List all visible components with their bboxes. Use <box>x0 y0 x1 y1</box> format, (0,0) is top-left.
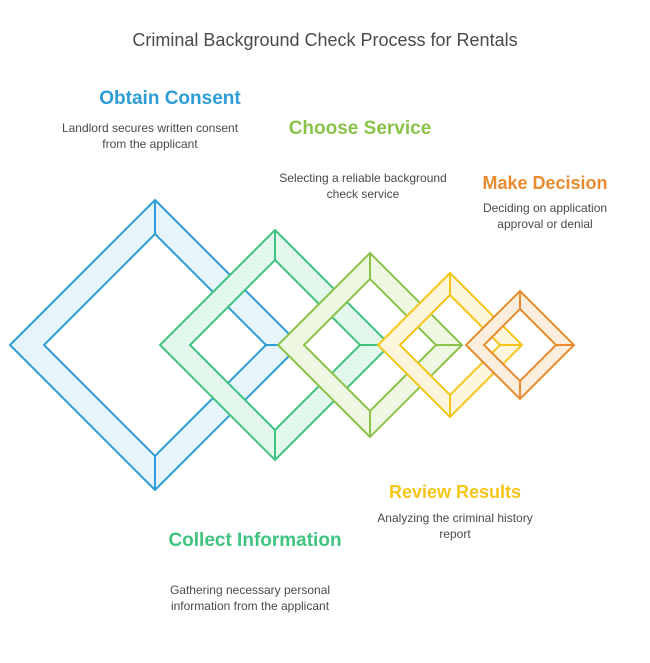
step-title-choose-service: Choose Service <box>280 118 440 140</box>
step-desc-review-results: Analyzing the criminal history report <box>365 510 545 542</box>
step-title-make-decision: Make Decision <box>455 173 635 194</box>
step-desc-obtain-consent: Landlord secures written consent from th… <box>60 120 240 152</box>
step-title-review-results: Review Results <box>355 482 555 503</box>
step-title-collect-information: Collect Information <box>155 530 355 552</box>
shape-obtain-consent <box>10 200 300 490</box>
step-desc-choose-service: Selecting a reliable background check se… <box>278 170 448 202</box>
step-desc-collect-information: Gathering necessary personal information… <box>150 582 350 614</box>
step-desc-make-decision: Deciding on application approval or deni… <box>460 200 630 232</box>
step-title-obtain-consent: Obtain Consent <box>70 88 270 110</box>
